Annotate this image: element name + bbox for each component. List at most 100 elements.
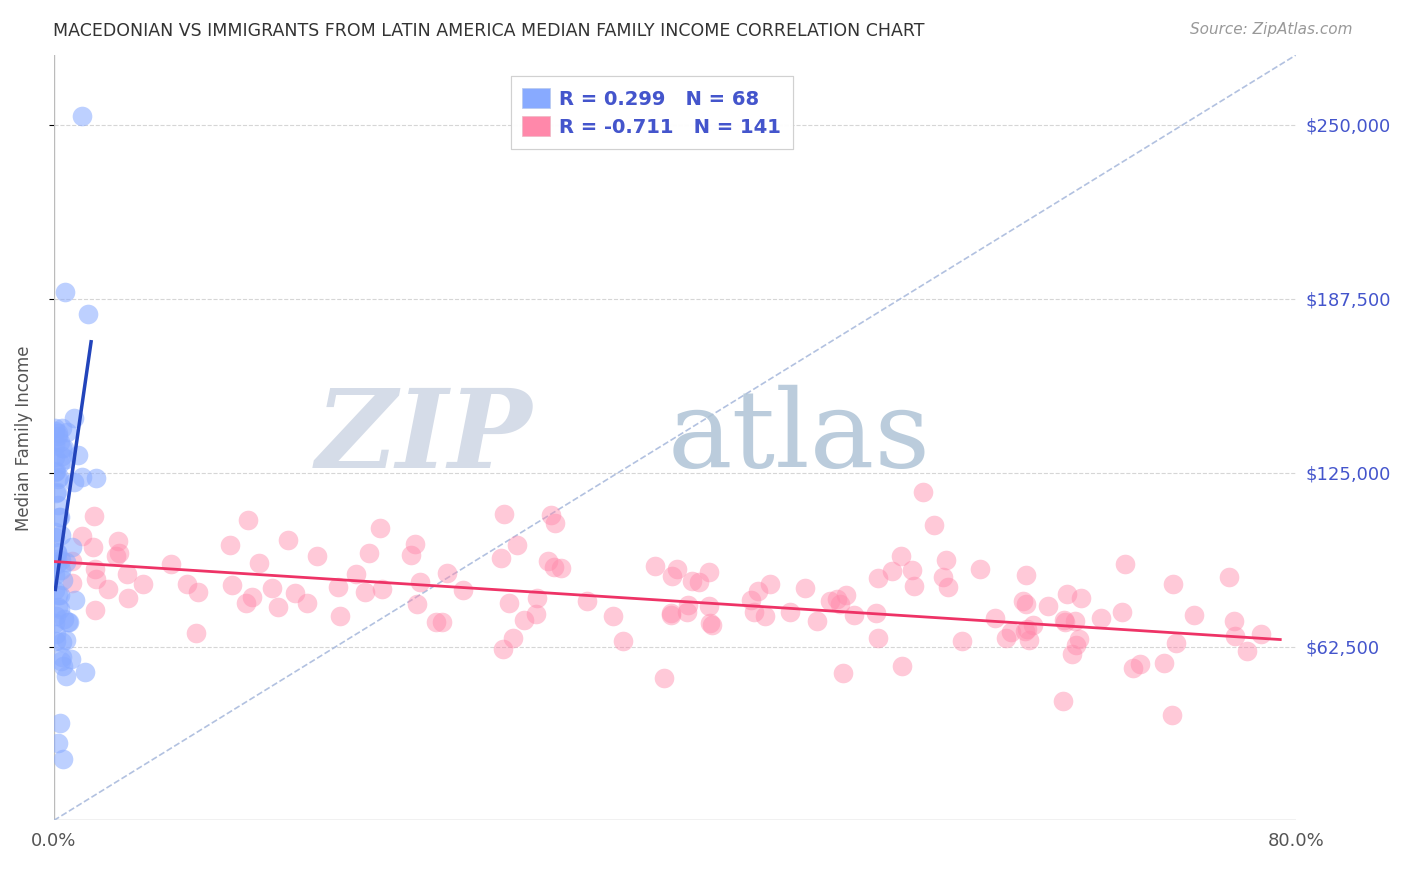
- Point: [700, 618, 723, 632]
- Point: [1164, 636, 1187, 650]
- Point: [46, 429, 69, 443]
- Point: [368, 521, 391, 535]
- Point: [277, 533, 299, 547]
- Point: [526, 591, 548, 606]
- Point: [1000, 624, 1022, 639]
- Point: [49, 456, 72, 470]
- Point: [49, 510, 72, 524]
- Point: [575, 594, 598, 608]
- Point: [132, 577, 155, 591]
- Point: [890, 658, 912, 673]
- Point: [492, 508, 515, 522]
- Point: [48, 510, 70, 524]
- Point: [44, 450, 66, 465]
- Point: [55, 633, 77, 648]
- Point: [659, 607, 682, 622]
- Point: [436, 566, 458, 580]
- Point: [44, 466, 66, 480]
- Point: [513, 613, 536, 627]
- Point: [371, 582, 394, 596]
- Point: [984, 611, 1007, 625]
- Point: [1038, 599, 1060, 613]
- Point: [44, 568, 66, 582]
- Point: [51, 527, 73, 541]
- Point: [44, 425, 66, 439]
- Point: [1218, 570, 1240, 584]
- Point: [1160, 707, 1182, 722]
- Text: MACEDONIAN VS IMMIGRANTS FROM LATIN AMERICA MEDIAN FAMILY INCOME CORRELATION CHA: MACEDONIAN VS IMMIGRANTS FROM LATIN AMER…: [53, 22, 925, 40]
- Point: [868, 632, 890, 646]
- Point: [66, 448, 89, 462]
- Point: [52, 573, 75, 587]
- Point: [1015, 598, 1038, 612]
- Point: [681, 574, 703, 589]
- Point: [45, 627, 67, 641]
- Point: [44, 616, 66, 631]
- Point: [1014, 624, 1036, 638]
- Point: [779, 605, 801, 619]
- Point: [70, 470, 93, 484]
- Point: [699, 616, 721, 631]
- Point: [45, 464, 67, 478]
- Point: [936, 580, 959, 594]
- Point: [295, 597, 318, 611]
- Point: [932, 569, 955, 583]
- Point: [759, 576, 782, 591]
- Text: atlas: atlas: [668, 385, 931, 491]
- Point: [48, 588, 70, 602]
- Point: [51, 441, 73, 455]
- Point: [104, 549, 127, 563]
- Point: [832, 665, 855, 680]
- Point: [235, 596, 257, 610]
- Point: [262, 581, 284, 595]
- Point: [1015, 623, 1038, 637]
- Point: [1060, 647, 1083, 661]
- Point: [45, 552, 67, 566]
- Point: [51, 449, 73, 463]
- Point: [84, 572, 107, 586]
- Point: [835, 588, 858, 602]
- Point: [1054, 615, 1077, 629]
- Point: [995, 632, 1018, 646]
- Point: [1052, 694, 1074, 708]
- Point: [46, 472, 69, 486]
- Legend: R = 0.299   N = 68, R = -0.711   N = 141: R = 0.299 N = 68, R = -0.711 N = 141: [510, 77, 793, 148]
- Point: [218, 538, 240, 552]
- Point: [44, 530, 66, 544]
- Point: [924, 517, 946, 532]
- Point: [53, 611, 76, 625]
- Point: [284, 585, 307, 599]
- Point: [45, 486, 67, 500]
- Point: [1184, 608, 1206, 623]
- Point: [84, 562, 107, 576]
- Point: [187, 584, 209, 599]
- Point: [160, 557, 183, 571]
- Point: [406, 597, 429, 611]
- Point: [676, 598, 699, 612]
- Point: [359, 546, 381, 560]
- Point: [543, 516, 565, 530]
- Point: [45, 545, 67, 559]
- Point: [107, 533, 129, 548]
- Point: [1236, 644, 1258, 658]
- Point: [1067, 632, 1090, 646]
- Point: [63, 475, 86, 489]
- Point: [602, 608, 624, 623]
- Point: [1222, 614, 1244, 628]
- Point: [806, 614, 828, 628]
- Point: [1223, 629, 1246, 643]
- Point: [72, 529, 94, 543]
- Point: [969, 562, 991, 576]
- Point: [45, 634, 67, 648]
- Point: [747, 584, 769, 599]
- Point: [221, 578, 243, 592]
- Point: [55, 669, 77, 683]
- Point: [498, 596, 520, 610]
- Point: [60, 554, 83, 568]
- Point: [52, 752, 75, 766]
- Point: [1153, 656, 1175, 670]
- Point: [63, 592, 86, 607]
- Y-axis label: Median Family Income: Median Family Income: [15, 345, 32, 531]
- Point: [49, 654, 72, 668]
- Point: [540, 508, 562, 522]
